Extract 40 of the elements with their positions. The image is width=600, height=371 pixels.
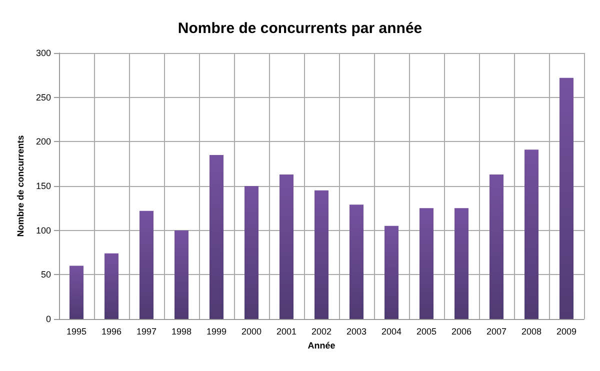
x-tick-label: 2007 xyxy=(486,326,507,336)
bar xyxy=(314,190,328,319)
y-tick-label: 100 xyxy=(36,225,51,236)
x-tick-label: 1998 xyxy=(171,326,192,336)
x-tick-label: 2002 xyxy=(311,326,332,336)
bar xyxy=(210,154,224,319)
y-tick-label: 0 xyxy=(46,314,51,324)
bar xyxy=(70,266,84,319)
bar xyxy=(420,208,434,319)
y-tick-label: 50 xyxy=(40,270,51,280)
x-tick-label: 1997 xyxy=(136,326,157,336)
x-tick-label: 2001 xyxy=(276,326,297,336)
x-tick-label: 2008 xyxy=(521,326,542,336)
bar xyxy=(384,226,398,319)
bar xyxy=(454,208,468,319)
y-tick-label: 200 xyxy=(36,136,51,147)
x-tick-label: 2003 xyxy=(346,326,367,336)
bar xyxy=(560,78,574,319)
bar xyxy=(280,174,294,319)
chart-title: Nombre de concurrents par année xyxy=(178,20,422,37)
x-tick-label: 2004 xyxy=(381,326,402,336)
x-tick-label: 1999 xyxy=(206,326,227,336)
bar xyxy=(490,174,504,319)
x-axis-title: Année xyxy=(308,340,336,350)
x-tick-label: 2000 xyxy=(241,326,262,336)
y-tick-label: 150 xyxy=(36,181,51,191)
x-tick-label: 2009 xyxy=(556,326,577,336)
bar xyxy=(244,186,258,319)
x-tick-label: 2005 xyxy=(416,326,437,336)
x-tick-label: 1996 xyxy=(101,326,122,336)
x-tick-label: 2006 xyxy=(451,326,472,336)
x-tick-label: 1995 xyxy=(66,326,87,336)
bar xyxy=(174,230,188,319)
bar xyxy=(524,150,538,319)
bar xyxy=(104,253,118,319)
y-tick-label: 250 xyxy=(36,92,51,102)
y-axis-title: Nombre de concurrents xyxy=(16,135,26,237)
bar xyxy=(350,204,364,319)
y-tick-label: 300 xyxy=(36,48,51,58)
bar xyxy=(140,210,154,319)
